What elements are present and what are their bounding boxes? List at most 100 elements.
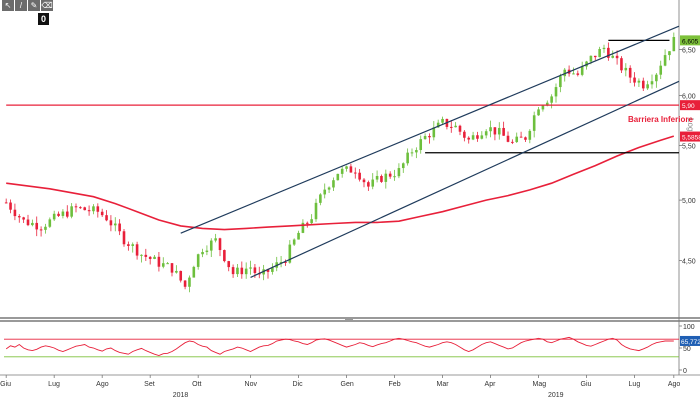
candle-body (209, 240, 213, 251)
candle-body (223, 250, 226, 262)
candle-body (428, 136, 431, 138)
channel-upper-line (180, 25, 680, 234)
candle-body (607, 47, 610, 58)
candle-body (44, 226, 47, 230)
level-tag-label-2: 5,5858 (682, 135, 700, 142)
moving-average-line (6, 135, 675, 231)
candle-body (240, 267, 244, 275)
candle-body (196, 254, 200, 267)
candle-body (144, 254, 148, 257)
candle-body (419, 139, 423, 151)
candle-body (61, 211, 65, 216)
select-arrow-icon[interactable]: ↖ (2, 0, 14, 11)
pencil-icon[interactable]: / (15, 0, 27, 11)
candle-body (511, 141, 514, 143)
candle-body (52, 213, 56, 220)
candle-body (13, 209, 17, 217)
candle-body (105, 215, 108, 221)
candle-body (449, 126, 453, 128)
candle-body (493, 127, 497, 135)
candle-body (288, 244, 292, 263)
candlestick-series (4, 32, 676, 293)
candle-body (415, 150, 418, 153)
candle-body (441, 118, 444, 123)
candle-body (179, 270, 183, 281)
candle-body (393, 176, 396, 178)
candle-body (340, 168, 344, 174)
log-scale-label: Log (686, 118, 695, 131)
x-month-label: Ago (96, 381, 109, 388)
candle-body (214, 238, 217, 241)
candle-body (471, 135, 475, 140)
x-month-label: Giu (581, 381, 592, 388)
candle-body (140, 254, 143, 256)
candle-body (371, 179, 375, 187)
rsi-last-value-tag (680, 335, 700, 346)
candle-body (353, 172, 357, 174)
candle-body (655, 74, 658, 82)
candle-body (454, 125, 457, 128)
candle-body (349, 166, 353, 173)
candle-body (236, 267, 239, 275)
x-month-label: Mar (437, 381, 450, 388)
candle-body (580, 66, 584, 75)
candle-body (39, 229, 43, 231)
candle-body (319, 194, 322, 203)
candle-body (205, 250, 209, 253)
candle-body (310, 219, 313, 224)
candle-body (79, 207, 82, 209)
x-month-label: Nov (245, 381, 258, 388)
candle-body (96, 206, 100, 212)
candle-body (253, 267, 257, 274)
candle-body (541, 105, 545, 110)
candle-body (188, 277, 191, 287)
pen-icon[interactable]: ✎ (28, 0, 40, 11)
candle-body (201, 252, 204, 255)
level-tag-1 (680, 35, 700, 46)
candle-body (109, 220, 113, 226)
candle-body (100, 211, 104, 216)
candle-body (284, 262, 287, 264)
price-y-tick-label: 5,00 (682, 198, 696, 205)
candle-body (550, 96, 553, 103)
candle-body (506, 135, 510, 142)
candle-body (183, 280, 187, 287)
candle-body (615, 55, 619, 59)
candle-body (388, 173, 392, 177)
rsi-y-tick-label: 50 (683, 346, 691, 353)
candle-body (484, 131, 488, 136)
candle-body (358, 172, 361, 180)
x-month-label: Ago (668, 381, 681, 388)
candle-body (153, 256, 156, 259)
candle-body (131, 244, 135, 246)
candle-body (467, 137, 471, 140)
candle-body (559, 76, 562, 88)
channel-lower-line (250, 80, 680, 278)
rsi-line (5, 336, 674, 356)
candle-body (332, 180, 335, 188)
candle-body (65, 211, 69, 217)
candle-body (524, 137, 527, 140)
eraser-icon[interactable]: ⌫ (41, 0, 53, 11)
level-tag-label-0: 5,90 (682, 103, 695, 110)
candle-body (31, 222, 34, 226)
candle-body (17, 216, 21, 218)
price-y-tick-label: 6,00 (682, 94, 696, 101)
level-tag-0 (680, 100, 700, 111)
candle-body (519, 136, 523, 138)
candle-body (611, 55, 615, 58)
candle-body (628, 67, 632, 78)
candle-body (48, 219, 52, 227)
x-month-label: Apr (485, 381, 497, 388)
candle-body (410, 152, 414, 154)
candle-body (397, 168, 401, 177)
candle-body (406, 152, 409, 164)
price-y-tick-label: 4,50 (682, 259, 696, 266)
candle-body (74, 206, 78, 208)
candle-body (87, 210, 91, 212)
candle-body (166, 263, 169, 265)
candle-body (57, 213, 60, 216)
candle-body (227, 261, 231, 268)
candle-body (218, 238, 222, 251)
candle-body (672, 37, 676, 52)
